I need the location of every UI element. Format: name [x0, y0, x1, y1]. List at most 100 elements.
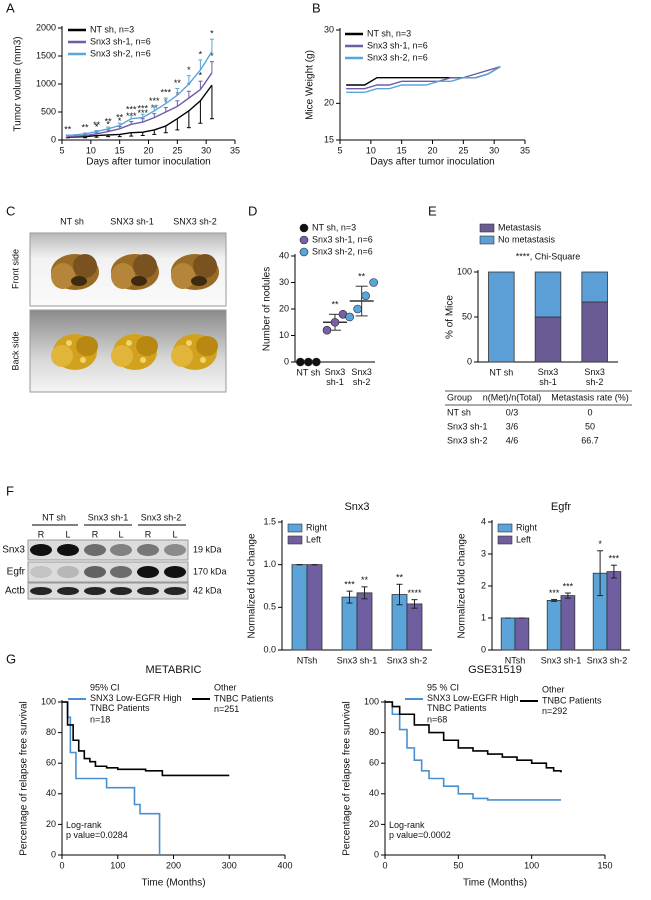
significance-label: ***	[549, 588, 560, 598]
significance-label: ***	[149, 96, 160, 106]
legend-label: TNBC Patients	[542, 695, 602, 705]
legend-label: Right	[306, 522, 328, 532]
legend-label: Snx3 sh-2, n=6	[367, 52, 428, 62]
blot-band	[137, 587, 159, 595]
photo-column-label: SNX3 sh-2	[173, 216, 217, 226]
significance-label: ***	[137, 108, 148, 118]
series-line	[346, 66, 501, 86]
panel-label: C	[6, 203, 15, 218]
blot-band	[30, 544, 52, 556]
data-point	[312, 357, 321, 367]
x-category-label: Snx3 sh-2	[587, 655, 628, 665]
legend-label: Metastasis	[498, 222, 542, 232]
y-tick-label: 0	[51, 134, 56, 144]
y-tick-label: 30	[324, 24, 334, 34]
bar	[560, 595, 576, 651]
significance-label: *	[199, 71, 203, 81]
legend-swatch	[299, 247, 309, 257]
x-tick-label: 15	[397, 145, 407, 155]
table-cell: 0	[587, 407, 592, 417]
legend-label: Snx3 sh-1, n=6	[367, 40, 428, 50]
series-line	[346, 66, 501, 94]
x-tick-label: 150	[597, 860, 612, 870]
legend-label: Snx3 sh-2, n=6	[90, 48, 151, 58]
legend-swatch	[299, 235, 309, 245]
x-axis-title: Days after tumor inoculation	[370, 157, 495, 168]
blot-band	[110, 544, 132, 556]
significance-label: *	[106, 119, 110, 129]
liver-back	[200, 357, 206, 363]
legend-group: 95% CI	[90, 682, 120, 692]
legend-label: Left	[516, 534, 532, 544]
x-tick-label: 15	[115, 145, 125, 155]
significance-label: *	[210, 51, 214, 61]
y-axis-title: Number of nodules	[262, 267, 273, 352]
table-cell: 66.7	[581, 435, 599, 445]
blot-band	[30, 587, 52, 595]
x-axis-title: Time (Months)	[141, 878, 205, 889]
x-tick-label: 300	[222, 860, 237, 870]
chart-title: Egfr	[551, 501, 572, 513]
blot-lane-label: R	[38, 529, 45, 539]
blot-lane-label: L	[118, 529, 123, 539]
blot-band	[84, 587, 106, 595]
significance-label: *	[187, 81, 191, 91]
legend-label: Left	[306, 534, 322, 544]
y-tick-label: 1000	[36, 78, 56, 88]
legend-group: 95 % CI	[427, 682, 459, 692]
blot-band	[57, 544, 79, 556]
x-tick-label: 50	[453, 860, 463, 870]
x-category-label: Snx3 sh-1	[325, 367, 346, 387]
legend-count: n=251	[214, 704, 239, 714]
x-tick-label: 25	[172, 145, 182, 155]
y-axis-title: % of Mice	[445, 295, 456, 339]
table-cell: 0/3	[506, 407, 519, 417]
x-tick-label: 200	[166, 860, 181, 870]
x-axis-title: Time (Months)	[463, 878, 527, 889]
table-header: Metastasis rate (%)	[551, 392, 629, 402]
x-category-label: Snx3 sh-1	[541, 655, 582, 665]
y-axis-title: Mice Weight (g)	[305, 50, 316, 120]
liver-front	[191, 276, 207, 286]
bar	[341, 596, 358, 651]
x-category-label: Snx3 sh-1	[337, 655, 378, 665]
bar	[291, 564, 308, 651]
data-point	[330, 317, 340, 327]
bar	[306, 564, 323, 651]
bar	[606, 571, 622, 651]
legend-label: TNBC Patients	[214, 693, 274, 703]
y-tick-label: 40	[279, 250, 289, 260]
y-tick-label: 0	[284, 356, 289, 366]
y-tick-label: 1500	[36, 50, 56, 60]
liver-back	[126, 340, 132, 346]
data-point	[296, 357, 305, 367]
significance-label: *	[199, 49, 203, 59]
x-tick-label: 25	[458, 145, 468, 155]
legend-swatch	[287, 535, 303, 545]
blot-band	[84, 566, 106, 578]
legend-count: n=68	[427, 714, 447, 724]
blot-band	[164, 544, 186, 556]
legend-swatch	[497, 523, 513, 533]
blot-band	[84, 544, 106, 556]
legend-swatch	[479, 235, 495, 245]
photo-row-label: Back side	[10, 331, 20, 370]
y-tick-label: 10	[279, 330, 289, 340]
blot-band	[110, 566, 132, 578]
y-tick-label: 4	[481, 516, 486, 526]
x-category-label: NT sh	[296, 367, 320, 377]
series-line	[62, 701, 230, 777]
liver-front	[111, 263, 135, 289]
blot-protein-label: Egfr	[7, 567, 26, 578]
chart-title: METABRIC	[145, 664, 201, 676]
blot-band	[30, 566, 52, 578]
blot-protein-label: Snx3	[2, 545, 25, 556]
blot-band	[57, 566, 79, 578]
panel-label: D	[248, 203, 257, 218]
stat-annotation: Log-rank p value=0.0284	[66, 820, 128, 840]
legend-label: NT sh, n=3	[90, 24, 134, 34]
significance-label: **	[82, 122, 90, 132]
y-axis-title: Normalized fold change	[457, 533, 468, 638]
